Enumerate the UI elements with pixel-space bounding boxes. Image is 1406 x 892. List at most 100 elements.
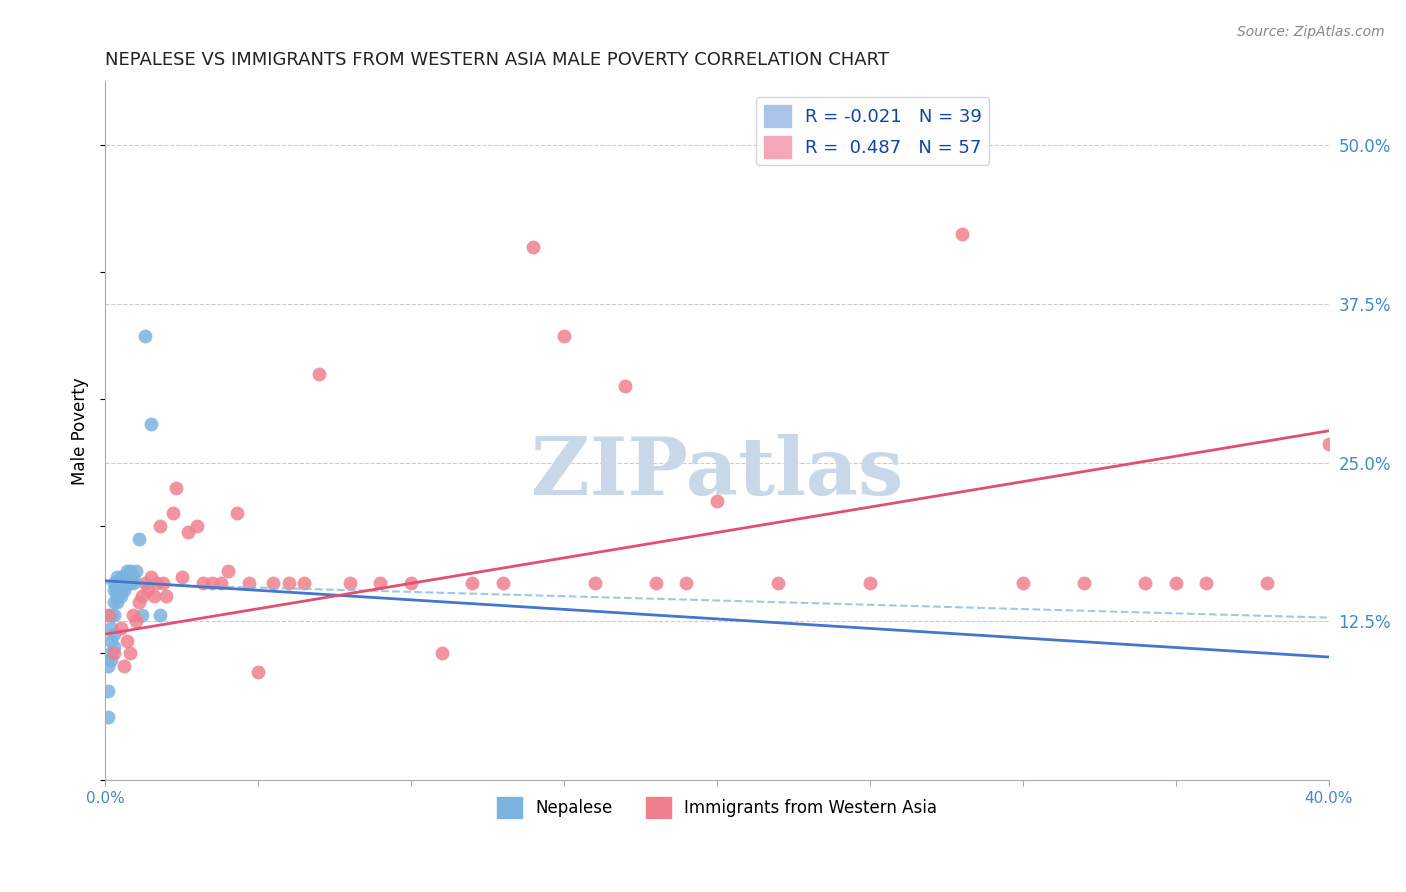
Point [644, 576, 666, 591]
Point [110, 589, 132, 603]
Point [118, 576, 141, 591]
Point [186, 519, 208, 533]
Point [128, 595, 150, 609]
Point [131, 608, 153, 623]
Point [149, 519, 172, 533]
Point [112, 582, 135, 597]
Point [110, 621, 132, 635]
Point [97, 659, 120, 673]
Point [155, 589, 177, 603]
Point [100, 621, 122, 635]
Point [165, 481, 187, 495]
Point [115, 570, 138, 584]
Point [1164, 576, 1187, 591]
Point [103, 595, 125, 609]
Point [177, 525, 200, 540]
Point [553, 328, 575, 343]
Point [191, 576, 214, 591]
Point [399, 576, 422, 591]
Point [131, 589, 153, 603]
Point [134, 328, 156, 343]
Point [262, 576, 284, 591]
Point [97, 684, 120, 698]
Point [121, 576, 143, 591]
Point [125, 615, 148, 629]
Point [118, 646, 141, 660]
Point [97, 608, 120, 623]
Point [110, 570, 132, 584]
Point [107, 570, 129, 584]
Point [152, 576, 174, 591]
Point [1133, 576, 1156, 591]
Point [100, 633, 122, 648]
Point [170, 570, 193, 584]
Point [859, 576, 882, 591]
Point [247, 665, 270, 680]
Point [136, 582, 159, 597]
Point [950, 227, 973, 241]
Point [614, 379, 637, 393]
Point [112, 576, 135, 591]
Point [143, 589, 166, 603]
Point [308, 367, 330, 381]
Point [115, 576, 138, 591]
Point [1011, 576, 1033, 591]
Point [121, 570, 143, 584]
Point [1073, 576, 1095, 591]
Point [675, 576, 697, 591]
Point [100, 646, 122, 660]
Point [139, 570, 162, 584]
Point [118, 564, 141, 578]
Point [112, 570, 135, 584]
Text: NEPALESE VS IMMIGRANTS FROM WESTERN ASIA MALE POVERTY CORRELATION CHART: NEPALESE VS IMMIGRANTS FROM WESTERN ASIA… [105, 51, 889, 69]
Point [115, 564, 138, 578]
Y-axis label: Male Poverty: Male Poverty [72, 377, 89, 484]
Point [1256, 576, 1278, 591]
Point [107, 589, 129, 603]
Point [225, 507, 247, 521]
Point [146, 576, 169, 591]
Point [583, 576, 606, 591]
Point [292, 576, 315, 591]
Point [430, 646, 453, 660]
Point [461, 576, 484, 591]
Point [217, 564, 239, 578]
Point [115, 633, 138, 648]
Text: Source: ZipAtlas.com: Source: ZipAtlas.com [1237, 25, 1385, 39]
Point [1317, 436, 1340, 450]
Point [103, 627, 125, 641]
Point [110, 576, 132, 591]
Point [370, 576, 392, 591]
Point [766, 576, 789, 591]
Point [201, 576, 224, 591]
Point [162, 507, 184, 521]
Point [277, 576, 299, 591]
Point [100, 652, 122, 666]
Point [107, 576, 129, 591]
Point [97, 710, 120, 724]
Point [103, 608, 125, 623]
Point [209, 576, 232, 591]
Point [125, 564, 148, 578]
Point [522, 239, 544, 253]
Point [492, 576, 515, 591]
Point [103, 582, 125, 597]
Legend: Nepalese, Immigrants from Western Asia: Nepalese, Immigrants from Western Asia [491, 790, 943, 824]
Point [107, 582, 129, 597]
Point [112, 659, 135, 673]
Point [128, 532, 150, 546]
Point [1195, 576, 1218, 591]
Point [103, 640, 125, 654]
Point [107, 595, 129, 609]
Point [121, 608, 143, 623]
Point [103, 646, 125, 660]
Point [706, 493, 728, 508]
Point [110, 582, 132, 597]
Point [134, 576, 156, 591]
Point [238, 576, 260, 591]
Point [139, 417, 162, 432]
Text: ZIPatlas: ZIPatlas [531, 434, 903, 512]
Point [149, 608, 172, 623]
Point [100, 608, 122, 623]
Point [339, 576, 361, 591]
